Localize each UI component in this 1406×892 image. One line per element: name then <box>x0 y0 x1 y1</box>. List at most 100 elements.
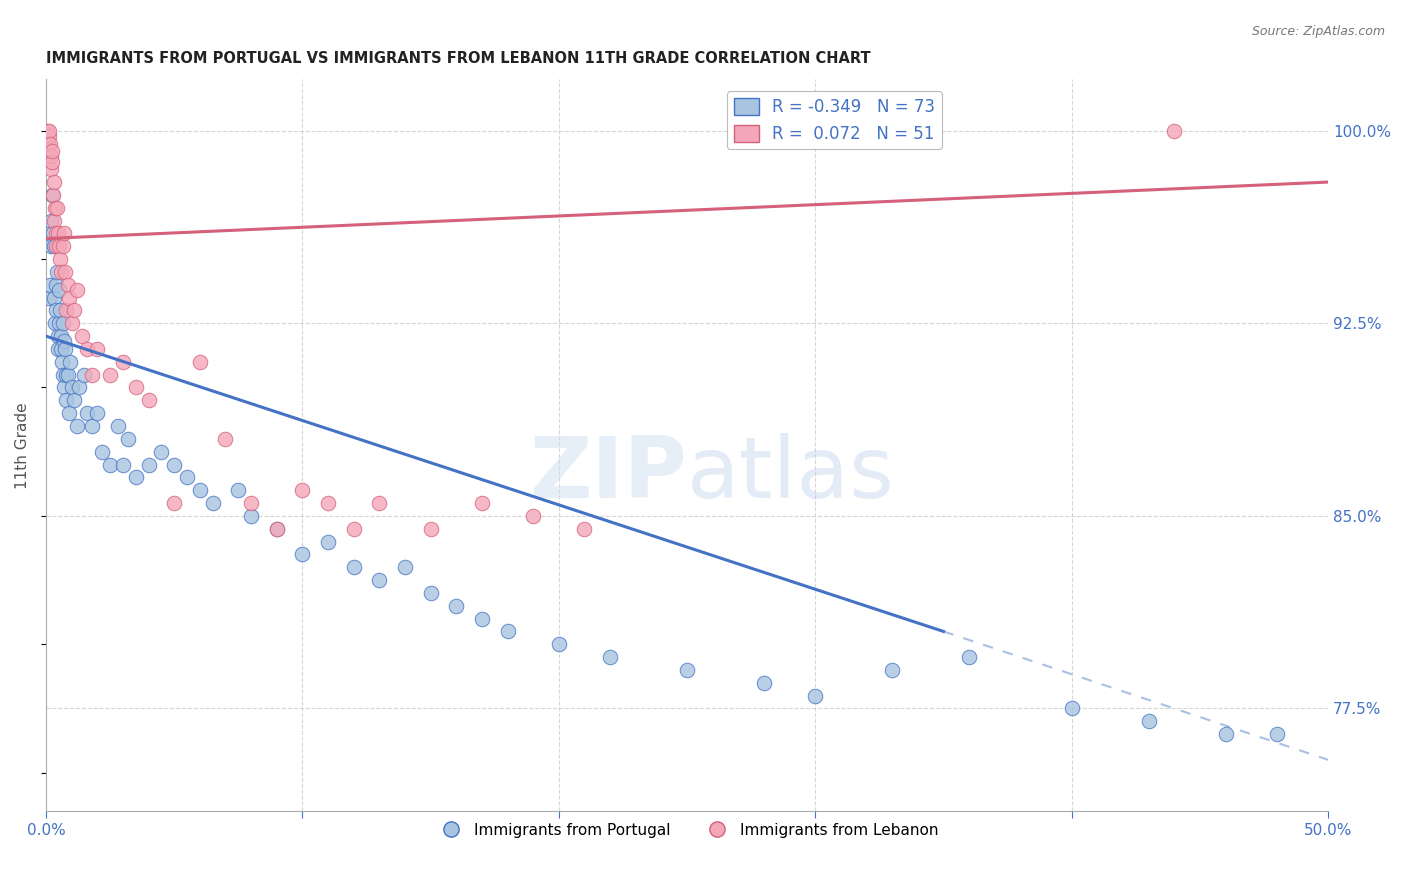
Point <box>1163 124 1185 138</box>
Point <box>63 393 86 408</box>
Point <box>52 316 75 330</box>
Point <box>45 227 67 241</box>
Point <box>882 663 904 677</box>
Point <box>107 419 129 434</box>
Point <box>39 239 62 253</box>
Point <box>111 458 134 472</box>
Point <box>446 599 468 613</box>
Point <box>45 303 67 318</box>
Point <box>82 368 104 382</box>
Point <box>343 522 366 536</box>
Point <box>53 380 76 394</box>
Point <box>291 548 314 562</box>
Point <box>49 252 72 266</box>
Point <box>58 406 80 420</box>
Point <box>38 128 60 143</box>
Point <box>368 496 391 510</box>
Point <box>41 187 63 202</box>
Point <box>38 124 60 138</box>
Point <box>51 265 73 279</box>
Point <box>39 213 62 227</box>
Point <box>44 201 66 215</box>
Point <box>67 380 90 394</box>
Point <box>49 342 72 356</box>
Point <box>111 355 134 369</box>
Point <box>55 393 77 408</box>
Point <box>316 534 339 549</box>
Point <box>56 277 79 292</box>
Point <box>419 586 441 600</box>
Point <box>1137 714 1160 729</box>
Point <box>60 316 83 330</box>
Point <box>51 329 73 343</box>
Point <box>368 573 391 587</box>
Point <box>48 239 70 253</box>
Point <box>38 291 60 305</box>
Point <box>42 187 65 202</box>
Point <box>86 406 108 420</box>
Point <box>804 689 827 703</box>
Point <box>46 342 69 356</box>
Point <box>522 508 544 523</box>
Point <box>45 239 67 253</box>
Point <box>125 380 148 394</box>
Point <box>266 522 288 536</box>
Point <box>49 303 72 318</box>
Point <box>42 239 65 253</box>
Point <box>98 458 121 472</box>
Point <box>59 355 82 369</box>
Point <box>291 483 314 498</box>
Point <box>471 496 494 510</box>
Point <box>343 560 366 574</box>
Point <box>1265 727 1288 741</box>
Point <box>240 496 263 510</box>
Text: IMMIGRANTS FROM PORTUGAL VS IMMIGRANTS FROM LEBANON 11TH GRADE CORRELATION CHART: IMMIGRANTS FROM PORTUGAL VS IMMIGRANTS F… <box>46 51 870 66</box>
Point <box>188 483 211 498</box>
Point <box>547 637 569 651</box>
Point <box>58 291 80 305</box>
Point <box>73 368 96 382</box>
Point <box>44 213 66 227</box>
Point <box>48 283 70 297</box>
Point <box>39 162 62 177</box>
Point <box>117 432 139 446</box>
Point <box>76 406 98 420</box>
Point <box>394 560 416 574</box>
Point <box>48 316 70 330</box>
Text: Source: ZipAtlas.com: Source: ZipAtlas.com <box>1251 25 1385 38</box>
Point <box>45 277 67 292</box>
Point <box>957 650 980 665</box>
Point <box>98 368 121 382</box>
Point <box>44 291 66 305</box>
Point <box>53 265 76 279</box>
Point <box>240 508 263 523</box>
Point <box>419 522 441 536</box>
Point <box>676 663 699 677</box>
Point <box>63 303 86 318</box>
Text: ZIP: ZIP <box>529 433 688 516</box>
Point <box>138 393 160 408</box>
Text: atlas: atlas <box>688 433 896 516</box>
Point <box>46 329 69 343</box>
Point <box>1060 701 1083 715</box>
Point <box>41 145 63 159</box>
Point <box>574 522 596 536</box>
Point <box>37 136 59 151</box>
Point <box>38 136 60 151</box>
Point <box>599 650 621 665</box>
Point <box>496 624 519 639</box>
Point <box>51 355 73 369</box>
Point <box>214 432 236 446</box>
Point <box>176 470 198 484</box>
Point <box>86 342 108 356</box>
Point <box>66 283 89 297</box>
Point <box>39 149 62 163</box>
Point <box>55 368 77 382</box>
Point <box>188 355 211 369</box>
Y-axis label: 11th Grade: 11th Grade <box>15 402 30 489</box>
Legend: Immigrants from Portugal, Immigrants from Lebanon: Immigrants from Portugal, Immigrants fro… <box>430 816 945 844</box>
Point <box>125 470 148 484</box>
Point <box>1215 727 1237 741</box>
Point <box>52 227 75 241</box>
Point <box>42 175 65 189</box>
